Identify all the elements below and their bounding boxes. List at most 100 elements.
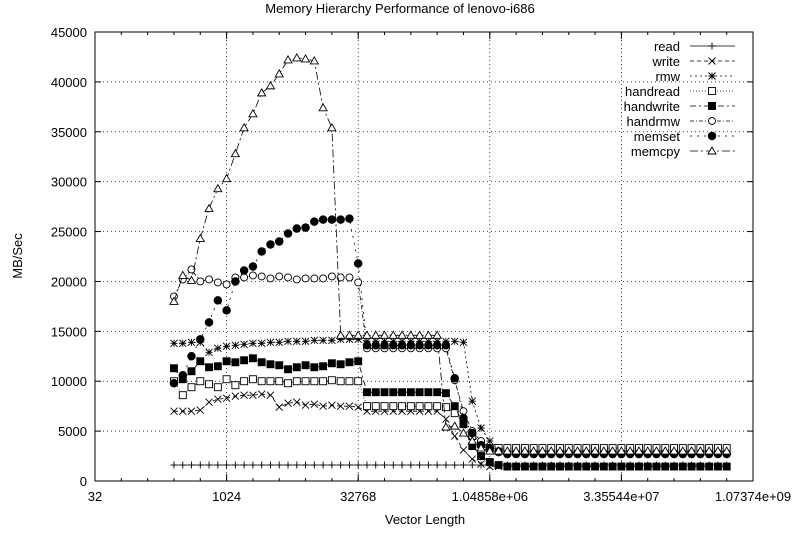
cross-marker: [319, 402, 327, 410]
circle-open-marker: [213, 278, 222, 287]
star-marker: [249, 339, 257, 348]
square-filled-marker: [240, 356, 249, 365]
square-filled-marker: [266, 360, 275, 369]
circle-filled-marker: [415, 341, 424, 350]
square-open-marker: [345, 377, 354, 386]
triangle-open-marker: [686, 446, 697, 455]
square-filled-marker: [670, 462, 678, 471]
series-line-memcpy: [173, 57, 727, 452]
x-tick-label: 3.35544e+07: [583, 489, 659, 504]
plus-marker: [433, 461, 441, 469]
star-marker: [292, 337, 301, 346]
square-filled-marker: [494, 461, 503, 469]
circle-open-marker: [248, 271, 257, 280]
triangle-open-marker: [388, 330, 399, 339]
square-filled-marker: [652, 462, 661, 471]
cross-marker: [708, 57, 716, 65]
plus-marker: [319, 461, 327, 469]
square-filled-marker: [327, 359, 336, 368]
cross-marker: [468, 455, 477, 463]
star-marker: [310, 336, 319, 345]
square-filled-marker: [708, 102, 716, 110]
square-open-marker: [389, 402, 398, 411]
circle-filled-marker: [239, 266, 249, 275]
square-filled-marker: [187, 367, 196, 376]
triangle-open-marker: [414, 330, 425, 339]
plus-marker: [468, 461, 476, 469]
circle-open-marker: [275, 272, 284, 281]
star-marker: [485, 437, 494, 445]
square-open-marker: [284, 379, 292, 388]
square-filled-marker: [441, 389, 450, 398]
circle-open-marker: [345, 273, 354, 282]
circle-filled-marker: [222, 306, 231, 315]
square-filled-marker: [398, 388, 407, 397]
circle-filled-marker: [380, 341, 389, 350]
cross-marker: [214, 395, 222, 404]
y-tick-label: 25000: [51, 225, 87, 240]
circle-open-marker: [336, 273, 345, 282]
star-marker: [354, 335, 363, 344]
triangle-open-marker: [634, 446, 644, 455]
square-filled-marker: [406, 388, 415, 397]
legend-label: memset: [634, 129, 681, 144]
circle-filled-marker: [231, 277, 240, 286]
square-filled-marker: [284, 365, 292, 374]
square-filled-marker: [336, 360, 345, 369]
legend-label: handread: [625, 84, 680, 99]
square-filled-marker: [205, 363, 213, 372]
square-open-marker: [363, 402, 371, 411]
square-filled-marker: [389, 388, 398, 397]
circle-filled-marker: [318, 215, 328, 224]
square-filled-marker: [687, 462, 696, 471]
cross-marker: [170, 407, 178, 415]
cross-marker: [284, 399, 292, 407]
cross-marker: [205, 398, 213, 406]
triangle-open-marker: [423, 330, 434, 339]
square-filled-marker: [380, 388, 389, 397]
circle-open-marker: [292, 275, 301, 284]
square-filled-marker: [170, 364, 178, 373]
star-marker: [240, 340, 248, 349]
plus-marker: [708, 42, 716, 50]
legend-entry-handrmw: handrmw: [627, 114, 735, 129]
circle-filled-marker: [204, 318, 214, 327]
triangle-open-marker: [230, 148, 241, 158]
plus-marker: [416, 461, 424, 469]
square-filled-marker: [477, 452, 485, 461]
triangle-open-marker: [204, 203, 214, 213]
grid: [95, 32, 753, 481]
circle-filled-marker: [468, 428, 477, 438]
triangle-open-marker: [660, 446, 671, 455]
circle-filled-marker: [362, 341, 372, 350]
star-marker: [231, 341, 240, 350]
plus-marker: [477, 461, 485, 469]
circle-filled-marker: [327, 215, 337, 224]
series-line-write: [174, 393, 727, 467]
star-marker: [328, 336, 336, 345]
circle-open-marker: [240, 273, 249, 282]
triangle-open-marker: [441, 422, 451, 431]
triangle-open-marker: [695, 446, 706, 455]
circle-filled-marker: [397, 341, 407, 350]
triangle-open-marker: [178, 270, 188, 279]
plus-marker: [389, 461, 397, 469]
square-filled-marker: [608, 462, 617, 471]
triangle-open-marker: [370, 330, 381, 339]
circle-filled-marker: [178, 370, 188, 380]
y-tick-label: 35000: [51, 125, 87, 140]
x-tick-label: 32768: [340, 489, 376, 504]
star-marker: [301, 337, 310, 346]
triangle-open-marker: [344, 330, 355, 339]
plus-marker: [205, 461, 213, 469]
triangle-open-marker: [625, 446, 635, 455]
cross-marker: [240, 391, 248, 400]
square-open-marker: [319, 377, 328, 386]
square-filled-marker: [643, 462, 652, 471]
triangle-open-marker: [599, 446, 609, 455]
y-tick-label: 0: [80, 474, 87, 489]
square-open-marker: [433, 402, 442, 411]
cross-marker: [345, 402, 354, 410]
y-tick-label: 5000: [58, 424, 87, 439]
